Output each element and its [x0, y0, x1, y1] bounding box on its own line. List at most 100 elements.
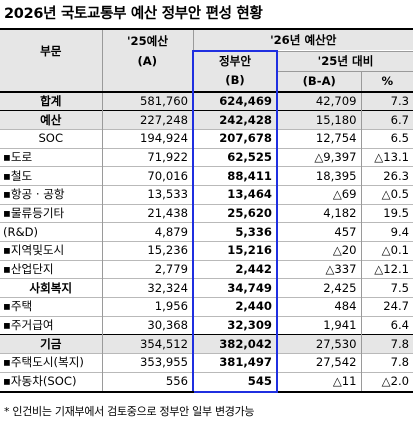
table-row: ▪도로 71,922 62,525 △9,397 △13.1 — [0, 147, 414, 167]
table-row: (R&D) 4,879 5,336 457 9.4 — [0, 222, 414, 242]
table-row: SOC 194,924 207,678 12,754 6.5 — [0, 128, 414, 149]
cell-diff: 18,395 — [276, 166, 361, 186]
cell-pct: 19.5 — [360, 203, 414, 223]
cell-pct: △2.0 — [360, 371, 414, 393]
cell-25-budget: 4,879 — [101, 222, 193, 242]
row-label: ▪주택도시(복지) — [0, 353, 102, 373]
header-pct: % — [360, 70, 414, 92]
cell-25-budget: 556 — [101, 371, 193, 393]
cell-diff: △69 — [276, 184, 361, 205]
table-row: 기금 354,512 382,042 27,530 7.8 — [0, 334, 414, 354]
header-category: 부문 — [0, 28, 102, 71]
cell-pct: 7.8 — [360, 334, 414, 354]
row-label: (R&D) — [0, 222, 102, 242]
table-row: ▪항공 · 공항 13,533 13,464 △69 △0.5 — [0, 184, 414, 205]
table-row: 합계 581,760 624,469 42,709 7.3 — [0, 90, 414, 111]
cell-diff: 27,530 — [276, 334, 361, 354]
cell-25-budget: 354,512 — [101, 334, 193, 354]
cell-diff: 457 — [276, 222, 361, 242]
header-spacer — [0, 71, 102, 92]
header-26-proposal: '26년 예산안 — [192, 28, 414, 51]
cell-diff: 484 — [276, 297, 361, 317]
row-label: 기금 — [0, 334, 102, 354]
cell-pct: 7.5 — [360, 278, 414, 298]
cell-gov-proposal: 25,620 — [192, 203, 278, 223]
cell-25-budget: 194,924 — [101, 128, 193, 149]
row-label: ▪산업단지 — [0, 259, 102, 279]
cell-pct: 6.5 — [360, 128, 414, 149]
cell-gov-proposal: 2,440 — [192, 297, 278, 317]
cell-gov-proposal: 5,336 — [192, 222, 278, 242]
cell-25-budget: 30,368 — [101, 315, 193, 335]
header-gov-proposal: 정부안 — [192, 50, 278, 71]
cell-pct: △13.1 — [360, 147, 414, 167]
budget-table: 부문 '25예산 '26년 예산안 (A) 정부안 '25년 대비 (B) (B… — [0, 28, 414, 393]
cell-diff: △11 — [276, 371, 361, 393]
cell-pct: 6.7 — [360, 110, 414, 130]
cell-diff: 12,754 — [276, 128, 361, 149]
cell-25-budget: 21,438 — [101, 203, 193, 223]
cell-gov-proposal: 242,428 — [192, 110, 278, 130]
cell-25-budget: 13,533 — [101, 184, 193, 205]
table-row: ▪지역및도시 15,236 15,216 △20 △0.1 — [0, 241, 414, 261]
cell-gov-proposal: 32,309 — [192, 315, 278, 335]
cell-pct: 6.4 — [360, 315, 414, 335]
cell-diff: 1,941 — [276, 315, 361, 335]
cell-25-budget: 581,760 — [101, 90, 193, 111]
table-row: ▪주거급여 30,368 32,309 1,941 6.4 — [0, 315, 414, 335]
cell-gov-proposal: 624,469 — [192, 90, 278, 111]
cell-25-budget: 353,955 — [101, 353, 193, 373]
row-label: ▪항공 · 공항 — [0, 184, 102, 205]
cell-25-budget: 70,016 — [101, 166, 193, 186]
row-label: ▪도로 — [0, 147, 102, 167]
cell-pct: △12.1 — [360, 259, 414, 279]
row-label: ▪철도 — [0, 166, 102, 186]
cell-gov-proposal: 382,042 — [192, 334, 278, 354]
footnote: * 인건비는 기재부에서 검토중으로 정부안 일부 변경가능 — [4, 405, 255, 418]
cell-diff: △9,397 — [276, 147, 361, 167]
cell-gov-proposal: 34,749 — [192, 278, 278, 298]
cell-gov-proposal: 13,464 — [192, 184, 278, 205]
table-row: 예산 227,248 242,428 15,180 6.7 — [0, 110, 414, 130]
table-row: ▪자동차(SOC) 556 545 △11 △2.0 — [0, 371, 414, 393]
cell-diff: 15,180 — [276, 110, 361, 130]
cell-gov-proposal: 545 — [192, 371, 278, 393]
table-row: ▪철도 70,016 88,411 18,395 26.3 — [0, 166, 414, 186]
row-label: ▪물류등기타 — [0, 203, 102, 223]
cell-gov-proposal: 207,678 — [192, 128, 278, 149]
cell-pct: △0.5 — [360, 184, 414, 205]
cell-25-budget: 2,779 — [101, 259, 193, 279]
header-25-budget: '25예산 — [101, 28, 193, 51]
cell-diff: 4,182 — [276, 203, 361, 223]
cell-pct: 9.4 — [360, 222, 414, 242]
budget-table-body: 합계 581,760 624,469 42,709 7.3 예산 227,248 242,42… — [0, 90, 414, 393]
cell-diff: 42,709 — [276, 90, 361, 111]
cell-25-budget: 227,248 — [101, 110, 193, 130]
row-label: SOC — [0, 128, 102, 149]
cell-25-budget: 32,324 — [101, 278, 193, 298]
cell-pct: 24.7 — [360, 297, 414, 317]
cell-pct: 26.3 — [360, 166, 414, 186]
cell-diff: △337 — [276, 259, 361, 279]
row-label: ▪주거급여 — [0, 315, 102, 335]
cell-diff: 2,425 — [276, 278, 361, 298]
header-gov-b: (B) — [192, 71, 278, 92]
page-title: 2026년 국토교통부 예산 정부안 편성 현황 — [4, 6, 263, 22]
cell-gov-proposal: 88,411 — [192, 166, 278, 186]
cell-pct: 7.3 — [360, 90, 414, 111]
cell-diff: 27,542 — [276, 353, 361, 373]
header-25-a: (A) — [101, 51, 193, 71]
row-label: 사회복지 — [0, 278, 102, 298]
row-label: 예산 — [0, 110, 102, 130]
row-label: ▪지역및도시 — [0, 241, 102, 261]
cell-diff: △20 — [276, 241, 361, 261]
table-row: ▪물류등기타 21,438 25,620 4,182 19.5 — [0, 203, 414, 223]
table-row: ▪주택도시(복지) 353,955 381,497 27,542 7.8 — [0, 353, 414, 373]
header-diff: (B-A) — [277, 70, 361, 92]
cell-pct: △0.1 — [360, 241, 414, 261]
cell-gov-proposal: 15,216 — [192, 241, 278, 261]
cell-pct: 7.8 — [360, 353, 414, 373]
table-row: 사회복지 32,324 34,749 2,425 7.5 — [0, 278, 414, 298]
cell-gov-proposal: 381,497 — [192, 353, 278, 373]
header-spacer-2 — [101, 71, 193, 92]
